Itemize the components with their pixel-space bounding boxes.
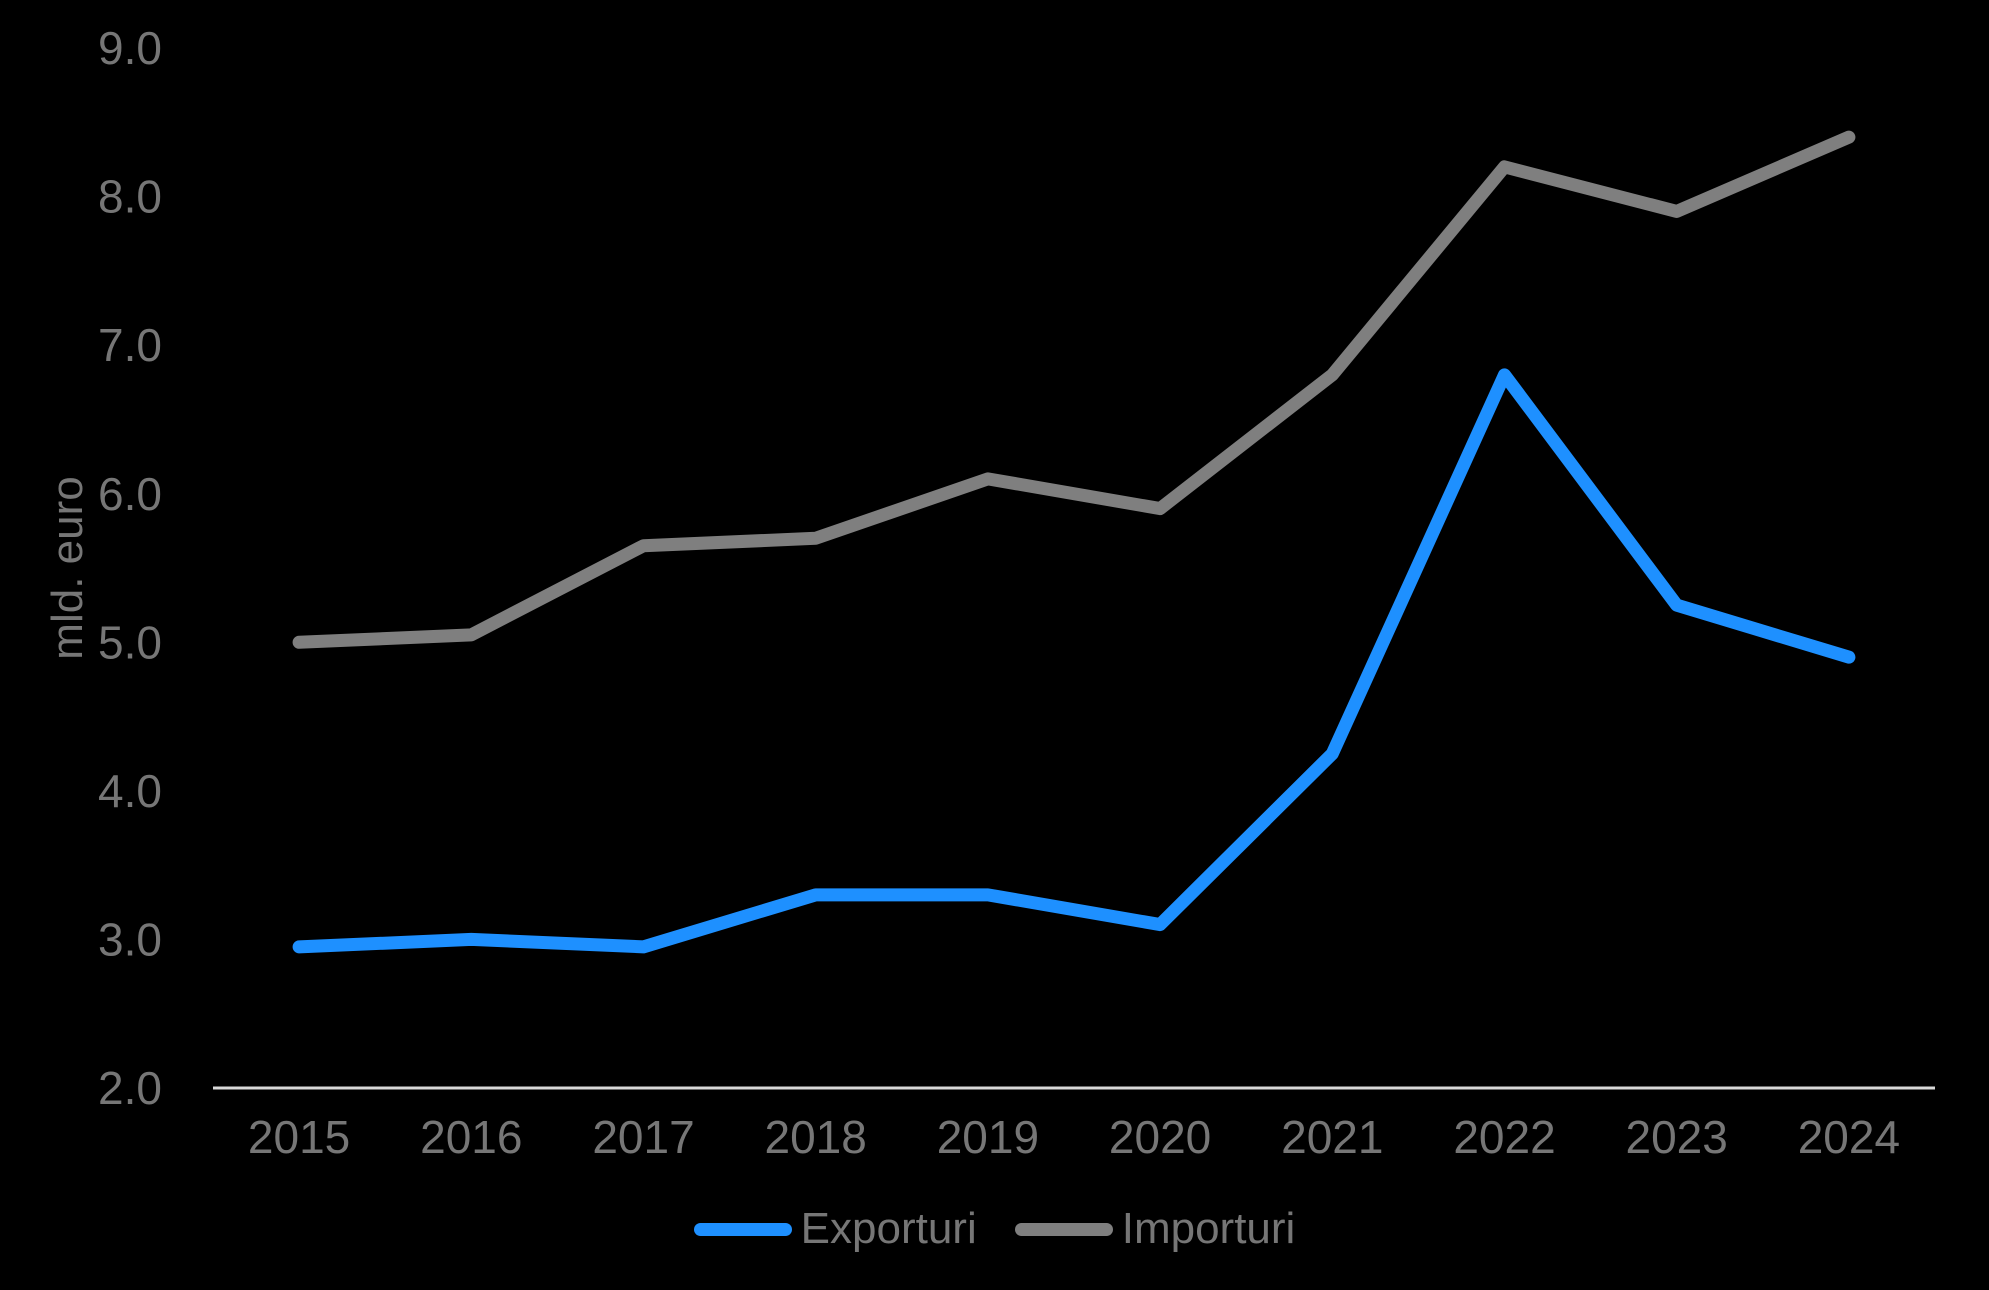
legend-swatch-exporturi <box>693 1222 792 1236</box>
y-tick-label: 5.0 <box>98 616 162 668</box>
legend-swatch-importuri <box>1014 1222 1113 1236</box>
x-tick-label: 2020 <box>1109 1111 1211 1163</box>
x-tick-label: 2021 <box>1281 1111 1383 1163</box>
y-tick-label: 9.0 <box>98 22 162 74</box>
y-tick-label: 3.0 <box>98 914 162 966</box>
y-tick-label: 7.0 <box>98 319 162 371</box>
legend: Exporturi Importuri <box>0 1198 1989 1260</box>
legend-item-importuri: Importuri <box>1014 1204 1296 1253</box>
legend-label-exporturi: Exporturi <box>800 1204 977 1253</box>
series-line-importuri <box>292 130 1856 649</box>
series-lines <box>292 130 1856 954</box>
y-axis-tick-labels: 2.0 3.0 4.0 5.0 6.0 7.0 8.0 9.0 <box>98 22 162 1114</box>
x-tick-label: 2023 <box>1626 1111 1728 1163</box>
x-tick-label: 2017 <box>592 1111 694 1163</box>
legend-item-exporturi: Exporturi <box>693 1204 977 1253</box>
y-axis-title: mld. euro <box>43 476 92 659</box>
y-tick-label: 2.0 <box>98 1062 162 1114</box>
x-tick-label: 2019 <box>937 1111 1039 1163</box>
y-tick-label: 4.0 <box>98 765 162 817</box>
x-tick-label: 2018 <box>765 1111 867 1163</box>
legend-label-importuri: Importuri <box>1121 1204 1296 1253</box>
x-tick-label: 2024 <box>1798 1111 1900 1163</box>
x-tick-label: 2016 <box>420 1111 522 1163</box>
y-tick-label: 6.0 <box>98 468 162 520</box>
x-axis-tick-labels: 2015 2016 2017 2018 2019 2020 2021 2022 2023 2024 <box>248 1111 1900 1163</box>
series-line-exporturi <box>292 368 1856 954</box>
x-tick-label: 2015 <box>248 1111 350 1163</box>
x-tick-label: 2022 <box>1453 1111 1555 1163</box>
y-tick-label: 8.0 <box>98 171 162 223</box>
